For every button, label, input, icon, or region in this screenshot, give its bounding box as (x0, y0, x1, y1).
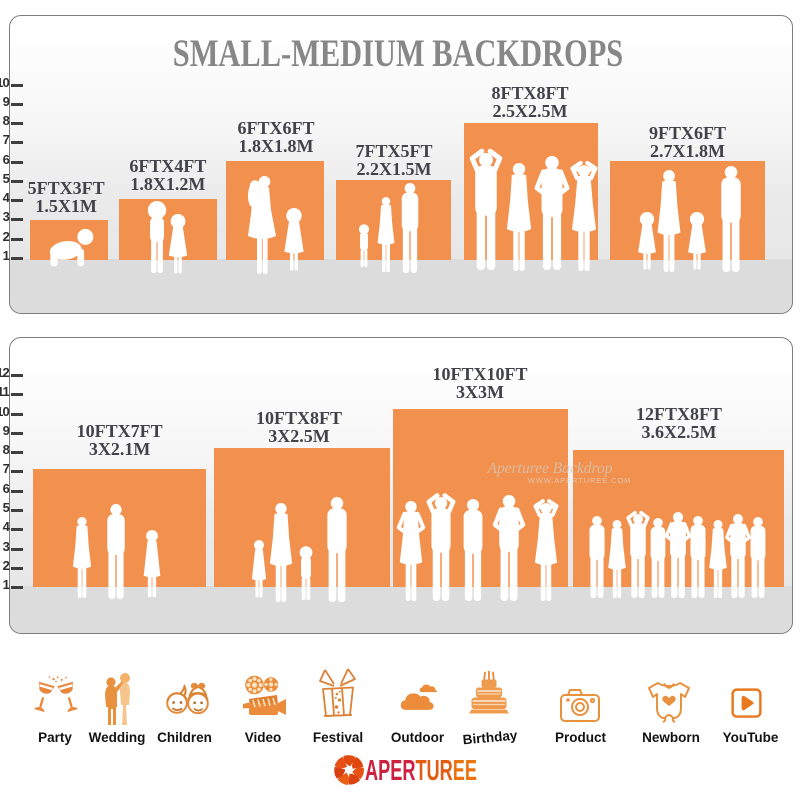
svg-text:APERTUREE: APERTUREE (365, 755, 477, 787)
